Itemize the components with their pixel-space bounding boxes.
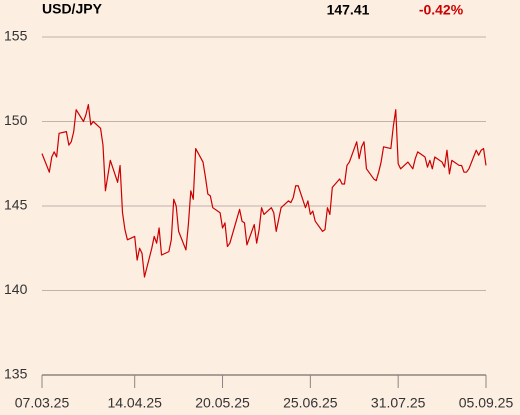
y-tick-label: 145 [4, 197, 28, 213]
y-tick-label: 135 [4, 366, 28, 382]
x-tick-label: 14.04.25 [107, 395, 162, 411]
y-tick-label: 155 [4, 28, 28, 44]
x-tick-label: 31.07.25 [371, 395, 426, 411]
x-tick-label: 07.03.25 [15, 395, 70, 411]
change: -0.42% [419, 2, 464, 18]
x-tick-label: 05.09.25 [459, 395, 514, 411]
y-tick-label: 140 [4, 281, 28, 297]
y-tick-label: 150 [4, 112, 28, 128]
x-tick-label: 25.06.25 [283, 395, 338, 411]
chart-title: USD/JPY [42, 1, 103, 17]
price: 147.41 [327, 2, 370, 18]
price-line [41, 104, 487, 278]
x-tick-label: 20.05.25 [195, 395, 250, 411]
